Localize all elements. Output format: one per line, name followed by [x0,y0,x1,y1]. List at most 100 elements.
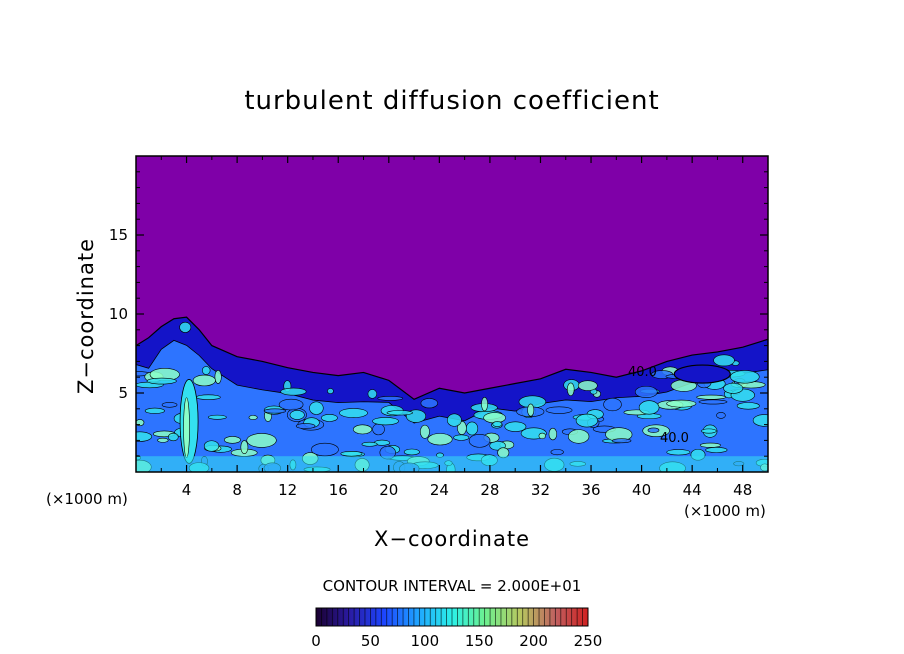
turbulent-layer [136,316,768,472]
turbulence-plume-core [183,397,190,459]
surface-layer [136,456,768,472]
y-axis-ticks [136,171,768,457]
turbulence-blob [567,429,590,444]
turbulence-blob [146,377,177,385]
turbulence-blob [603,397,622,412]
turbulence-blob [223,436,241,444]
turbulence-blob [427,433,453,446]
turbulence-blob [566,382,575,397]
turbulence-blob [403,448,420,456]
turbulence-blob [701,428,717,434]
turbulence-blob [340,450,363,457]
turbulence-blob [203,440,220,452]
x-tick-label: 44 [682,481,702,499]
turbulence-blob [698,399,728,405]
turbulence-blob [468,433,491,448]
turbulence-blob [666,449,691,456]
turbulence-blob [483,412,506,424]
turbulence-blob [696,394,726,400]
x-tick-label: 8 [232,481,242,499]
turbulence-blob [420,398,438,409]
y-axis-label: Z−coordinate [74,238,98,394]
turbulence-blob [179,321,192,333]
turbulence-blob [716,412,726,419]
contour-interval: CONTOUR INTERVAL = 2.000E+01 [322,577,582,595]
turbulence-blob [136,431,153,442]
turbulence-blob [327,388,334,395]
turbulence-blob [309,401,324,415]
turbulence-blob [295,423,316,429]
turbulence-blob [638,400,660,415]
turbulence-blob [465,421,479,436]
colorbar-tick-label: 50 [360,632,380,650]
colorbar-bands [321,608,583,626]
x-tick-label: 28 [480,481,500,499]
turbulence-blob [577,380,598,391]
turbulence-blob [339,408,368,418]
x-tick-label: 36 [581,481,601,499]
turbulence-blob [246,433,277,448]
turbulence-blob [263,408,287,414]
turbulence-blob [419,424,430,439]
x-axis-ticks [160,156,744,472]
x-tick-label: 48 [733,481,753,499]
colorbar-tick-label: 150 [464,632,494,650]
x-axis-label: X−coordinate [374,527,530,551]
turbulence-blob [321,414,338,422]
turbulence-blob [647,427,660,433]
chart-title: turbulent diffusion coefficient [244,86,660,116]
contour-label: 40.0 [628,365,657,380]
turbulence-blob [240,440,249,454]
turbulence-blob [196,394,221,400]
turbulence-blob [168,432,179,442]
turbulence-blob [545,406,573,414]
turbulence-blob [161,402,178,408]
turbulence-blob [492,421,503,427]
x-tick-label: 20 [379,481,399,499]
x-tick-label: 32 [530,481,551,499]
turbulence-blob [752,414,768,427]
x-unit-left: (×1000 m) [46,490,128,508]
turbulence-blob [214,370,222,384]
turbulence-blob [736,402,760,410]
turbulence-blob [504,421,527,432]
turbulence-blob [666,399,697,408]
turbulence-blob [372,423,385,436]
x-tick-label: 16 [328,481,348,499]
turbulence-blob [311,442,339,457]
turbulence-blob [729,370,760,384]
contour-label: 40.0 [660,431,689,446]
turbulence-blob [144,407,165,414]
turbulence-blob [713,354,735,367]
colorbar-tick-label: 100 [410,632,440,650]
turbulence-blob [481,396,489,412]
turbulence-blob [289,410,305,420]
x-tick-label: 4 [181,481,192,499]
turbulence-blob [453,434,470,441]
turbulence-blob [575,413,598,428]
turbulence-blob [278,398,304,411]
y-tick-label: 15 [108,226,128,244]
turbulence-blob [611,438,632,444]
turbulence-blob [548,427,558,441]
x-tick-label: 12 [278,481,298,499]
colorbar-tick-label: 200 [519,632,548,650]
turbulence-blob [377,396,404,401]
turbulence-blob [201,366,211,375]
turbulence-blob [538,432,546,440]
turbulence-blob [372,417,399,426]
low-value-pocket [673,364,731,384]
x-unit-right: (×1000 m) [684,502,766,520]
y-tick-label: 10 [108,305,128,323]
turbulence-blob [157,437,169,443]
turbulence-blob [248,415,258,420]
y-tick-label: 5 [118,384,128,402]
turbulence-blob [550,449,564,456]
turbulence-blob [352,424,373,435]
turbulence-blob [207,414,227,420]
x-tick-label: 24 [429,481,449,499]
turbulence-blob [446,413,462,427]
turbulence-blob [192,374,216,387]
turbulence-blob [527,403,535,417]
